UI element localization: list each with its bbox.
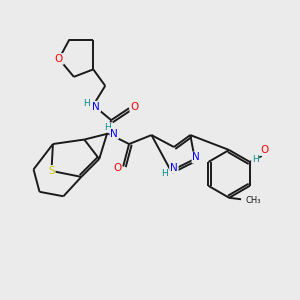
Text: O: O (55, 54, 63, 64)
Text: H: H (104, 123, 111, 132)
Text: O: O (113, 163, 121, 173)
Text: N: N (170, 163, 178, 173)
Text: H: H (252, 155, 259, 164)
Text: H: H (83, 99, 90, 108)
Text: O: O (130, 102, 139, 112)
Text: N: N (192, 152, 200, 163)
Text: S: S (48, 166, 55, 176)
Text: H: H (161, 169, 168, 178)
Text: O: O (261, 145, 269, 155)
Text: CH₃: CH₃ (246, 196, 261, 205)
Text: N: N (110, 129, 118, 139)
Text: N: N (92, 102, 100, 112)
